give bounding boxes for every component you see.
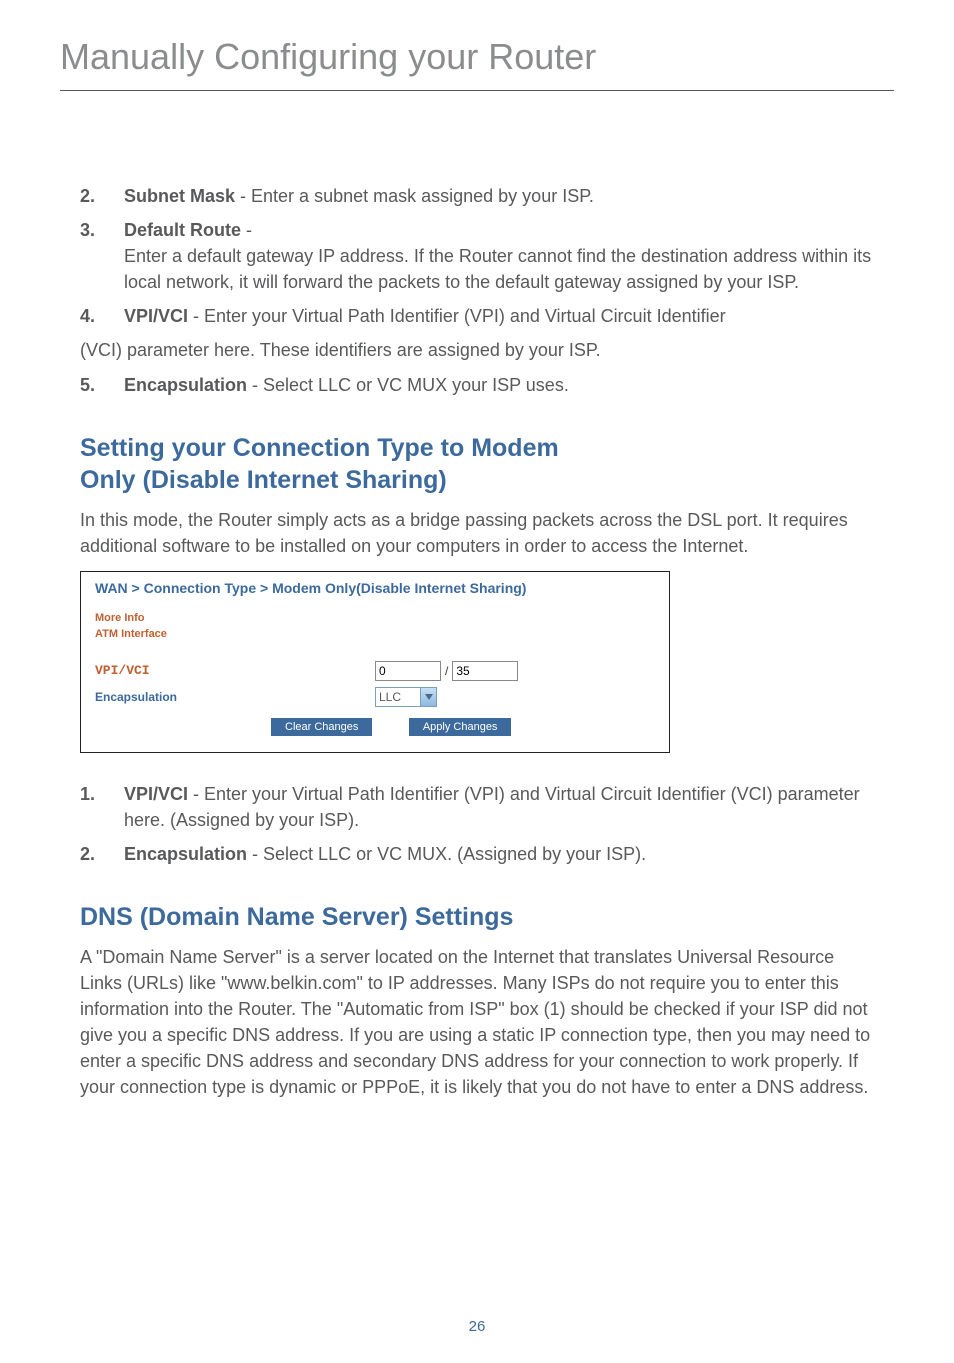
screenshot-buttons: Clear Changes Apply Changes: [95, 717, 655, 736]
list-item: 3. Default Route - Enter a default gatew…: [80, 217, 874, 295]
item-body: Default Route - Enter a default gateway …: [124, 217, 874, 295]
item-number: 5.: [80, 372, 124, 398]
section-title-modem-only: Setting your Connection Type to Modem On…: [80, 432, 874, 497]
page-header: Manually Configuring your Router: [0, 0, 954, 103]
atm-interface-link[interactable]: ATM Interface: [95, 626, 655, 643]
vpivci-row: VPI/VCI /: [95, 661, 655, 681]
vpivci-label: VPI/VCI: [95, 663, 375, 678]
numbered-list-2: 1. VPI/VCI - Enter your Virtual Path Ide…: [80, 781, 874, 867]
list-item: 5. Encapsulation - Select LLC or VC MUX …: [80, 372, 874, 398]
list-item: 2. Subnet Mask - Enter a subnet mask ass…: [80, 183, 874, 209]
encapsulation-label: Encapsulation: [95, 690, 375, 704]
item-text: - Enter a subnet mask assigned by your I…: [235, 186, 594, 206]
item-label: Encapsulation: [124, 375, 247, 395]
item-body: VPI/VCI - Enter your Virtual Path Identi…: [124, 303, 874, 329]
item-body: Subnet Mask - Enter a subnet mask assign…: [124, 183, 874, 209]
item-label: Subnet Mask: [124, 186, 235, 206]
item-text: - Enter your Virtual Path Identifier (VP…: [188, 306, 726, 326]
item-number: 2.: [80, 183, 124, 209]
router-screenshot: WAN > Connection Type > Modem Only(Disab…: [80, 571, 670, 753]
slash-separator: /: [441, 664, 452, 678]
section-title-dns: DNS (Domain Name Server) Settings: [80, 901, 874, 934]
item-body: VPI/VCI - Enter your Virtual Path Identi…: [124, 781, 874, 833]
vci-continuation: (VCI) parameter here. These identifiers …: [80, 337, 874, 363]
list-item: 4. VPI/VCI - Enter your Virtual Path Ide…: [80, 303, 874, 329]
item-body: Encapsulation - Select LLC or VC MUX. (A…: [124, 841, 874, 867]
item-label: VPI/VCI: [124, 306, 188, 326]
page-content: 2. Subnet Mask - Enter a subnet mask ass…: [0, 103, 954, 1100]
screenshot-links: More Info ATM Interface: [95, 610, 655, 643]
item-number: 3.: [80, 217, 124, 295]
page-title: Manually Configuring your Router: [60, 36, 894, 88]
numbered-list-1b: 5. Encapsulation - Select LLC or VC MUX …: [80, 372, 874, 398]
screenshot-breadcrumb: WAN > Connection Type > Modem Only(Disab…: [95, 580, 655, 596]
list-item: 1. VPI/VCI - Enter your Virtual Path Ide…: [80, 781, 874, 833]
clear-changes-button[interactable]: Clear Changes: [271, 718, 372, 736]
item-dash: -: [241, 220, 252, 240]
item-number: 2.: [80, 841, 124, 867]
item-label: VPI/VCI: [124, 784, 188, 804]
apply-changes-button[interactable]: Apply Changes: [409, 718, 512, 736]
numbered-list-1: 2. Subnet Mask - Enter a subnet mask ass…: [80, 183, 874, 329]
item-text: - Select LLC or VC MUX. (Assigned by you…: [247, 844, 646, 864]
item-number: 1.: [80, 781, 124, 833]
item-text: - Select LLC or VC MUX your ISP uses.: [247, 375, 569, 395]
section-desc: In this mode, the Router simply acts as …: [80, 507, 874, 559]
title-line2: Only (Disable Internet Sharing): [80, 466, 447, 494]
page-number: 26: [0, 1318, 954, 1335]
title-line1: Setting your Connection Type to Modem: [80, 434, 559, 462]
item-number: 4.: [80, 303, 124, 329]
header-divider: [60, 90, 894, 91]
encapsulation-row: Encapsulation LLC: [95, 687, 655, 707]
list-item: 2. Encapsulation - Select LLC or VC MUX.…: [80, 841, 874, 867]
item-body: Encapsulation - Select LLC or VC MUX you…: [124, 372, 874, 398]
encapsulation-value: LLC: [379, 690, 401, 704]
item-text: - Enter your Virtual Path Identifier (VP…: [124, 784, 860, 830]
item-text: Enter a default gateway IP address. If t…: [124, 246, 871, 292]
vpi-input[interactable]: [375, 661, 441, 681]
vci-input[interactable]: [452, 661, 518, 681]
chevron-down-icon: [420, 688, 436, 706]
item-label: Encapsulation: [124, 844, 247, 864]
dns-description: A "Domain Name Server" is a server locat…: [80, 944, 874, 1101]
encapsulation-select[interactable]: LLC: [375, 687, 437, 707]
item-label: Default Route: [124, 220, 241, 240]
more-info-link[interactable]: More Info: [95, 610, 655, 627]
